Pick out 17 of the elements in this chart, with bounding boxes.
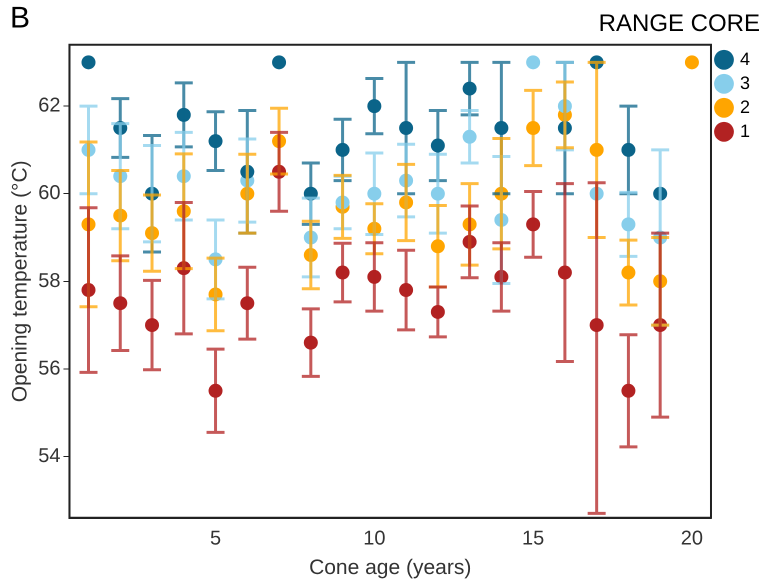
chart-title: RANGE CORE: [598, 10, 760, 38]
legend-label: 2: [740, 96, 750, 117]
y-tick-label: 54: [38, 445, 60, 467]
x-tick-label: 15: [522, 527, 544, 550]
x-axis-title: Cone age (years): [309, 556, 472, 580]
y-axis-title: Opening temperature (°C): [8, 160, 32, 402]
y-tick-label: 56: [38, 357, 60, 380]
y-tick-label: 62: [38, 94, 60, 117]
text: B: [10, 1, 30, 34]
legend-label: 1: [740, 120, 750, 141]
x-tick-label: 20: [680, 527, 704, 550]
x-tick-label: 5: [210, 527, 222, 550]
y-tick-label: 60: [38, 182, 60, 204]
x-tick-label: 10: [363, 527, 386, 550]
legend-label: 3: [740, 72, 750, 93]
y-tick-label: 58: [38, 270, 60, 292]
legend-label: 4: [740, 48, 750, 69]
